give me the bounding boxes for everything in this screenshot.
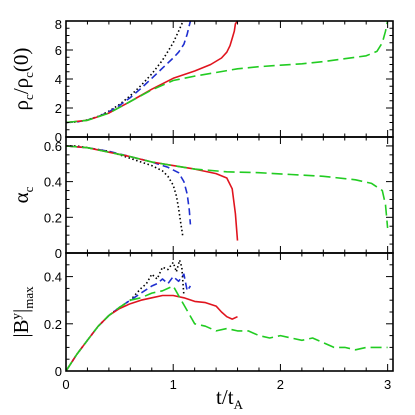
- y-axis-label: ρc/ρc(0): [9, 48, 36, 111]
- y-tick-label: 6: [55, 43, 62, 58]
- y-tick-label: 0: [55, 246, 62, 261]
- x-tick-label: 0: [62, 377, 69, 392]
- y-tick-label: 0: [55, 130, 62, 145]
- y-tick-label: 0.2: [44, 317, 62, 332]
- y-tick-label: 0.6: [44, 139, 62, 154]
- y-tick-label: 2: [55, 101, 62, 116]
- x-axis-label: t/tA: [216, 385, 244, 412]
- panel-top: 0 2 4 6 8 ρc/ρc(0): [9, 17, 394, 145]
- panel-middle: 0 0.2 0.4 0.6 αc: [9, 136, 394, 261]
- series-group: [66, 259, 388, 371]
- series-group: [66, 21, 389, 124]
- series-line-0: [66, 21, 185, 124]
- series-line-1: [66, 273, 192, 371]
- panels: 02468ρc/ρc(0)00.20.40.6αc00.20.4|By|max0…: [8, 17, 394, 412]
- series-line-2: [66, 294, 238, 371]
- y-tick-label: 8: [55, 17, 62, 32]
- y-tick-label: 4: [55, 72, 62, 87]
- plot-frame: [65, 136, 394, 254]
- y-axis-label: |By|max: [8, 286, 36, 338]
- series-line-3: [66, 145, 389, 229]
- x-tick-label: 1: [170, 377, 177, 392]
- plot-frame: [65, 20, 394, 138]
- panel-bottom: 0 0.2 0.4 |By|max 0 1 2 3 t/tA: [8, 252, 394, 412]
- series-group: [66, 145, 389, 241]
- y-axis-label: αc: [9, 186, 36, 203]
- series-line-1: [66, 21, 192, 124]
- series-line-3: [66, 285, 388, 371]
- series-line-2: [66, 145, 239, 241]
- series-line-0: [66, 145, 184, 238]
- y-tick-label: 0.4: [44, 175, 62, 190]
- series-line-1: [66, 145, 192, 225]
- y-tick-label: 0.2: [44, 210, 62, 225]
- y-tick-label: 0: [55, 364, 62, 379]
- x-tick-label: 2: [277, 377, 284, 392]
- y-tick-label: 0.4: [44, 270, 62, 285]
- series-line-0: [66, 259, 185, 371]
- x-tick-label: 3: [384, 377, 391, 392]
- series-line-3: [66, 21, 389, 124]
- series-line-2: [66, 21, 239, 124]
